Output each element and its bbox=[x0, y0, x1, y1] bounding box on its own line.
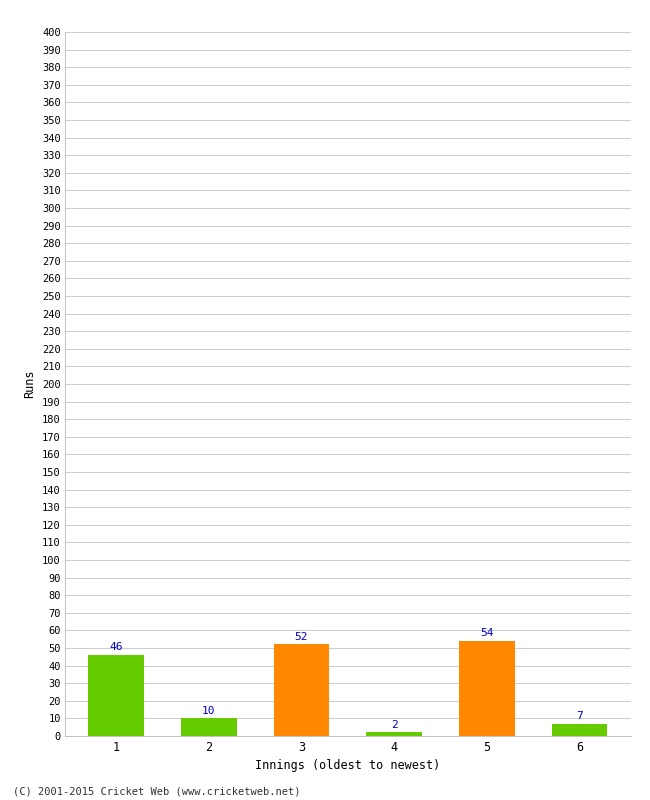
Text: 10: 10 bbox=[202, 706, 215, 716]
Text: 7: 7 bbox=[576, 711, 583, 721]
Bar bbox=[459, 641, 515, 736]
Bar bbox=[274, 645, 329, 736]
X-axis label: Innings (oldest to newest): Innings (oldest to newest) bbox=[255, 759, 441, 773]
Bar bbox=[552, 724, 607, 736]
Bar bbox=[181, 718, 237, 736]
Text: 52: 52 bbox=[294, 632, 308, 642]
Text: 2: 2 bbox=[391, 720, 398, 730]
Y-axis label: Runs: Runs bbox=[23, 370, 36, 398]
Text: (C) 2001-2015 Cricket Web (www.cricketweb.net): (C) 2001-2015 Cricket Web (www.cricketwe… bbox=[13, 786, 300, 796]
Text: 46: 46 bbox=[109, 642, 123, 653]
Bar bbox=[88, 655, 144, 736]
Text: 54: 54 bbox=[480, 628, 493, 638]
Bar bbox=[367, 733, 422, 736]
